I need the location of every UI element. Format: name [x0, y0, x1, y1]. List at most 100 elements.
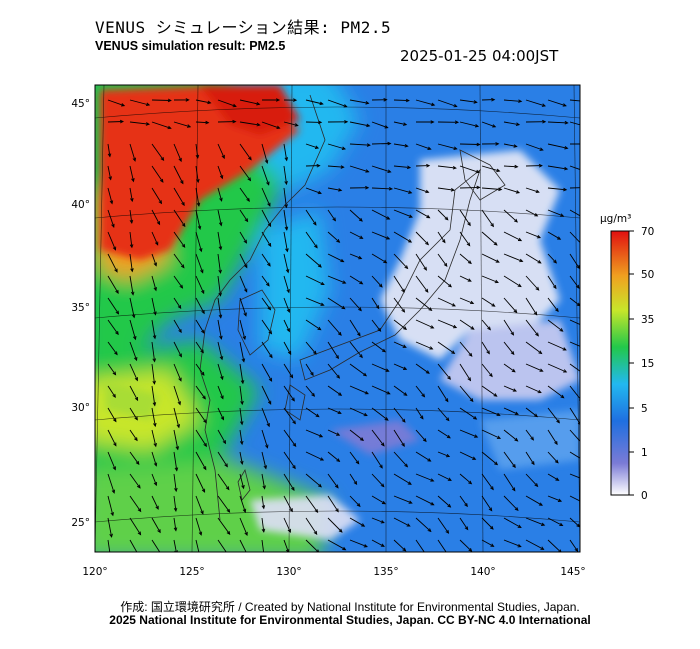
wind-arrow: [261, 231, 272, 247]
wind-arrow-head: [356, 503, 361, 508]
wind-arrow-head: [196, 202, 201, 207]
wind-arrow: [305, 429, 323, 438]
wind-arrow-head: [401, 418, 406, 423]
wind-arrow-head: [379, 464, 383, 469]
wind-arrow-head: [468, 548, 473, 552]
wind-arrow-head: [177, 304, 182, 310]
wind-arrow: [481, 297, 495, 307]
wind-arrow-head: [159, 552, 162, 555]
wind-arrow: [305, 209, 317, 226]
wind-arrow: [481, 187, 502, 190]
wind-arrow: [459, 297, 474, 304]
wind-arrow-head: [285, 549, 290, 552]
lat-label: 30°: [71, 402, 90, 414]
wind-arrow-head: [167, 125, 172, 130]
wind-arrow: [129, 341, 138, 361]
wind-arrow-head: [314, 509, 319, 514]
wind-arrow-head: [218, 222, 223, 227]
wind-arrow: [305, 297, 324, 306]
wind-arrow-head: [401, 308, 406, 313]
wind-arrow: [239, 253, 248, 268]
wind-arrow-head: [336, 374, 341, 379]
wind-arrow: [173, 297, 182, 309]
wind-arrow-head: [285, 269, 290, 274]
wind-arrow: [239, 451, 243, 465]
wind-arrow-head: [317, 483, 322, 488]
wind-arrow: [349, 539, 368, 548]
wind-arrow: [569, 275, 580, 289]
wind-arrow: [239, 209, 248, 222]
wind-arrow-head: [453, 146, 458, 150]
wind-arrow-head: [517, 237, 523, 242]
wind-arrow-head: [287, 528, 291, 534]
wind-arrow-head: [133, 356, 138, 362]
wind-arrow: [305, 231, 318, 248]
wind-arrow-head: [448, 283, 452, 288]
wind-arrow-head: [387, 141, 392, 146]
wind-arrow: [107, 231, 116, 250]
wind-arrow-head: [341, 305, 346, 310]
wind-arrow: [217, 165, 223, 179]
wind-arrow: [371, 165, 391, 173]
wind-arrow-head: [495, 259, 500, 263]
wind-arrow-head: [155, 505, 159, 510]
wind-arrow: [283, 143, 288, 161]
wind-arrow-head: [318, 434, 324, 438]
wind-arrow-head: [111, 489, 116, 494]
wind-arrow: [393, 451, 408, 468]
wind-arrow-head: [555, 477, 560, 481]
wind-arrow: [173, 407, 180, 428]
wind-arrow: [393, 187, 412, 194]
wind-arrow-head: [177, 401, 181, 406]
wind-arrow-head: [515, 190, 521, 194]
wind-arrow-head: [218, 269, 222, 274]
wind-arrow: [349, 429, 364, 441]
wind-arrow-head: [256, 101, 261, 106]
wind-arrow-head: [405, 98, 410, 103]
wind-arrow: [415, 407, 424, 420]
wind-arrow: [261, 275, 270, 287]
wind-arrow-head: [363, 372, 368, 377]
wind-arrow: [415, 429, 427, 442]
wind-arrow: [371, 363, 389, 372]
wind-arrow: [327, 341, 339, 359]
lat-label: 45°: [71, 98, 90, 110]
wind-arrow-head: [268, 330, 273, 335]
wind-arrow-head: [429, 346, 434, 350]
wind-arrow: [547, 407, 560, 423]
wind-arrow-head: [132, 335, 137, 341]
wind-arrow-head: [537, 389, 542, 394]
wind-arrow-head: [538, 502, 543, 506]
wind-arrow-head: [218, 246, 223, 251]
wind-arrow: [371, 319, 381, 332]
wind-arrow: [503, 539, 521, 548]
wind-arrow: [239, 319, 246, 340]
wind-arrow-head: [470, 300, 475, 305]
lon-label: 130°: [276, 566, 301, 578]
wind-arrow: [371, 297, 380, 309]
wind-arrow-head: [240, 460, 244, 466]
wind-arrow-head: [114, 268, 118, 273]
wind-arrow-head: [152, 380, 156, 385]
wind-arrow: [349, 473, 357, 485]
wind-arrow: [327, 143, 346, 150]
wind-arrow: [173, 341, 182, 357]
wind-arrow: [151, 517, 161, 533]
wind-arrow-head: [200, 349, 204, 354]
wind-arrow-head: [256, 122, 261, 127]
wind-arrow: [503, 451, 516, 468]
wind-arrow-head: [246, 197, 250, 202]
wind-arrow: [503, 517, 522, 528]
wind-arrow: [349, 253, 362, 260]
wind-arrow: [459, 99, 477, 103]
wind-arrow-head: [341, 146, 347, 150]
wind-arrow-head: [198, 248, 203, 253]
wind-arrow-head: [263, 465, 268, 470]
wind-arrow: [569, 253, 580, 269]
wind-arrow-head: [498, 187, 503, 192]
wind-arrow: [107, 341, 118, 355]
wind-arrow: [327, 187, 342, 191]
wind-arrow: [569, 495, 580, 502]
wind-arrow: [503, 209, 518, 223]
wind-arrow-head: [110, 512, 114, 517]
